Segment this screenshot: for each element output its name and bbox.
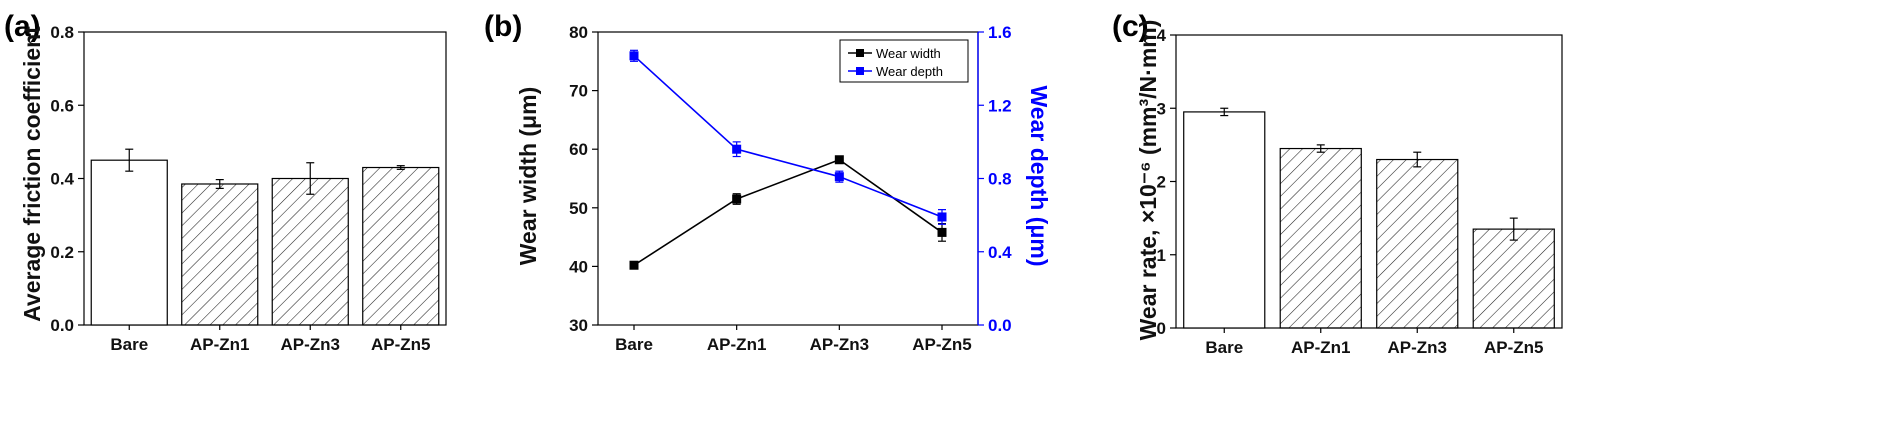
c-xtick-label-0: Bare — [1205, 338, 1243, 357]
c-y-tick-label-1: 1 — [1157, 246, 1166, 265]
panel-c: (c) Wear rate, ×10⁻⁶ (mm³/N·mm) 0 1 2 3 4 Ba… — [1112, 10, 1563, 357]
c-y-tick-label-3: 3 — [1157, 99, 1166, 118]
panel-b: (b) Wear width (μm) Wear depth (μm) 30 40… — [484, 10, 1052, 354]
panel-c-y-axis-label: Wear rate, ×10⁻⁶ (mm³/N·mm) — [1135, 20, 1161, 341]
b-xtick-label-2: AP-Zn3 — [810, 335, 870, 354]
b-wear-depth-point-0 — [629, 51, 639, 61]
b-wear-depth-point-1 — [732, 144, 742, 154]
b-right-y-tick-label-2: 0.8 — [988, 170, 1012, 189]
b-wear-depth-point-2 — [834, 172, 844, 182]
a-xtick-label-1: AP-Zn1 — [190, 335, 250, 354]
c-bar-ap-zn5 — [1472, 228, 1555, 329]
b-left-y-tick-label-0: 30 — [569, 316, 588, 335]
b-left-y-tick-label-3: 60 — [569, 140, 588, 159]
b-xtick-label-3: AP-Zn5 — [912, 335, 972, 354]
panel-b-label: (b) — [484, 10, 522, 43]
c-bar-bare — [1183, 111, 1266, 329]
b-legend-marker-wear-width — [856, 49, 864, 57]
b-legend-label-wear-width: Wear width — [876, 46, 941, 61]
c-y-tick-label-4: 4 — [1157, 26, 1167, 45]
b-wear-width-point-1 — [732, 194, 742, 204]
b-left-y-tick-label-4: 70 — [569, 82, 588, 101]
a-bar-ap-zn1 — [181, 183, 259, 326]
b-right-y-tick-label-4: 1.6 — [988, 23, 1012, 42]
b-left-y-tick-label-1: 40 — [569, 257, 588, 276]
b-xtick-label-0: Bare — [615, 335, 653, 354]
a-y-tick-label-3: 0.6 — [50, 96, 74, 115]
panel-a-y-axis-label: Average friction coefficient — [19, 26, 45, 322]
a-xtick-label-0: Bare — [110, 335, 148, 354]
b-left-y-tick-label-2: 50 — [569, 199, 588, 218]
a-bar-ap-zn3 — [271, 177, 349, 326]
c-xtick-label-3: AP-Zn5 — [1484, 338, 1544, 357]
b-right-y-tick-label-1: 0.4 — [988, 243, 1012, 262]
b-left-y-tick-label-5: 80 — [569, 23, 588, 42]
b-series-line-wear-depth — [633, 55, 943, 218]
c-bar-ap-zn1 — [1279, 147, 1362, 329]
panel-b-legend: Wear width Wear depth — [839, 39, 969, 83]
a-xtick-label-3: AP-Zn5 — [371, 335, 431, 354]
a-y-tick-label-1: 0.2 — [50, 243, 74, 262]
a-y-tick-label-4: 0.8 — [50, 23, 74, 42]
c-y-tick-label-2: 2 — [1157, 173, 1166, 192]
b-wear-depth-point-3 — [937, 212, 947, 222]
c-bar-ap-zn3 — [1376, 158, 1459, 329]
panel-a: (a) Average friction coefficient 0.0 0.2 0… — [4, 10, 447, 354]
a-bar-bare — [90, 159, 168, 326]
b-legend-marker-wear-depth — [856, 67, 864, 75]
b-series-line-wear-width — [633, 158, 943, 266]
b-wear-width-point-0 — [629, 260, 639, 270]
a-y-tick-label-2: 0.4 — [50, 170, 74, 189]
a-y-tick-label-0: 0.0 — [50, 316, 74, 335]
b-wear-width-point-3 — [937, 227, 947, 237]
panel-c-label: (c) — [1112, 10, 1149, 43]
b-right-y-tick-label-0: 0.0 — [988, 316, 1012, 335]
b-legend-label-wear-depth: Wear depth — [876, 64, 943, 79]
c-y-tick-label-0: 0 — [1157, 319, 1166, 338]
panel-b-left-y-axis-label: Wear width (μm) — [515, 87, 541, 266]
panel-b-right-y-axis-label: Wear depth (μm) — [1026, 85, 1052, 266]
c-xtick-label-2: AP-Zn3 — [1388, 338, 1448, 357]
b-right-y-tick-label-3: 1.2 — [988, 96, 1012, 115]
b-wear-width-point-2 — [834, 155, 844, 165]
panel-a-label: (a) — [4, 10, 41, 43]
a-xtick-label-2: AP-Zn3 — [281, 335, 341, 354]
b-xtick-label-1: AP-Zn1 — [707, 335, 767, 354]
a-bar-ap-zn5 — [362, 166, 440, 326]
c-xtick-label-1: AP-Zn1 — [1291, 338, 1351, 357]
